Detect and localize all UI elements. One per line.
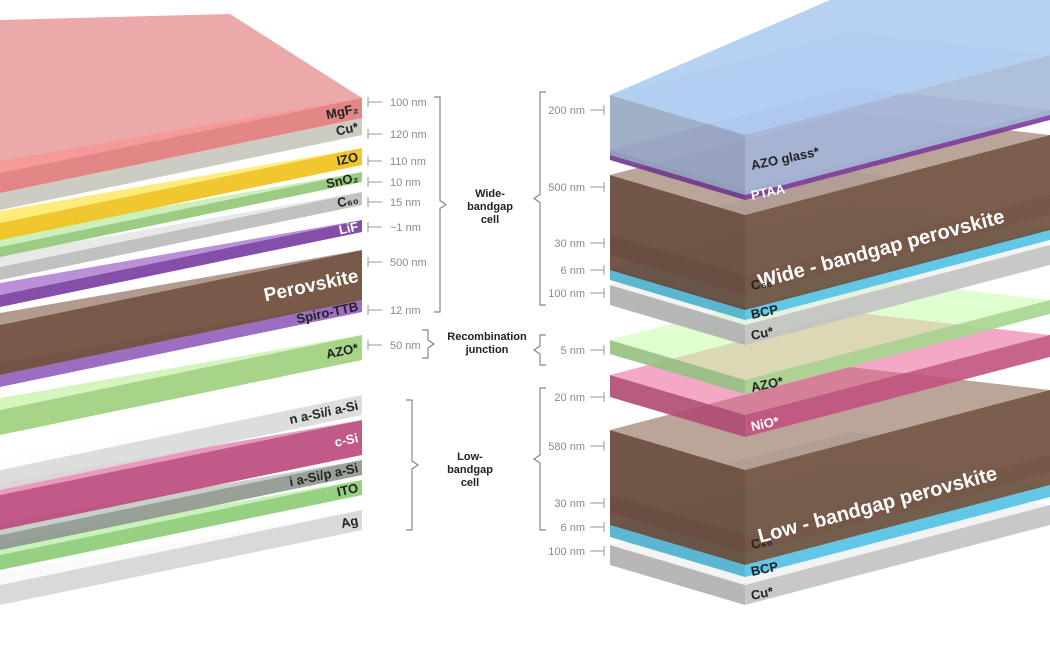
thickness-label: 30 nm [554, 238, 585, 250]
recombination-bracket-right [532, 334, 546, 366]
right-layer-side [745, 485, 1050, 577]
right-layer-label: AZO* [750, 373, 786, 395]
right-layer-front [610, 375, 745, 437]
left-layer-top [0, 395, 362, 470]
wide-cell-bracket-right [532, 91, 546, 306]
wide-bandgap-cell-label: Wide-bandgap cell [467, 188, 513, 226]
left-layer-top [0, 192, 362, 267]
mgf2-top-face [0, 14, 362, 173]
left-layer [0, 335, 362, 435]
right-layer-side [745, 228, 1050, 320]
left-layer [0, 98, 362, 193]
thickness-label: 200 nm [548, 105, 585, 117]
left-layer-top [0, 510, 362, 585]
right-layer-front [610, 525, 745, 577]
left-layer-top [0, 480, 362, 555]
recombination-junction-label: Recombination junction [447, 331, 527, 356]
thickness-label: 5 nm [561, 345, 585, 357]
left-layer [0, 118, 362, 210]
right-layer-side [745, 245, 1050, 345]
right-layer-label: BCP [750, 558, 780, 578]
left-layer-label: Ag [339, 513, 359, 531]
thickness-label: 12 nm [390, 305, 421, 317]
thickness-label: 110 nm [390, 156, 426, 168]
right-layer-top [610, 367, 1050, 470]
right-layer-front [610, 95, 745, 195]
left-layer [0, 395, 362, 490]
thickness-label: 6 nm [561, 522, 585, 534]
left-layer-label: MgF₂ [325, 101, 360, 122]
right-layer-side [745, 55, 1050, 195]
left-layer-label: ITO [335, 480, 359, 499]
thickness-label: ~1 nm [390, 222, 421, 234]
left-layer-label: c-Si [333, 430, 359, 450]
right-layer-label: C₆₀ [750, 274, 774, 293]
left-layer-label: SnO₂ [325, 170, 360, 191]
left-layer [0, 172, 362, 257]
right-layer-side [745, 300, 1050, 394]
right-layer-front [610, 175, 745, 310]
thickness-label: 30 nm [554, 498, 585, 510]
left-layer-top [0, 98, 362, 173]
left-layer [0, 220, 362, 307]
left-layer-label: IZO [335, 149, 359, 168]
thickness-label: 100 nm [390, 97, 427, 109]
thickness-label: 580 nm [548, 441, 585, 453]
thickness-label: 100 nm [548, 546, 585, 558]
left-layer [0, 460, 362, 550]
left-layer-label: AZO* [325, 340, 361, 362]
left-layer-label: Cu* [335, 119, 361, 139]
thickness-label: 6 nm [561, 265, 585, 277]
left-layer-label: LiF [337, 219, 359, 238]
right-layer-side [745, 135, 1050, 310]
low-bandgap-cell-label: Low-bandgap cell [447, 451, 493, 489]
thickness-label: 10 nm [390, 177, 421, 189]
left-layer-top [0, 420, 362, 495]
thickness-label: 500 nm [548, 182, 585, 194]
left-layer-label: C₆₀ [336, 191, 360, 210]
right-layer-label: BCP [750, 301, 780, 321]
left-layer [0, 480, 362, 570]
azo-glass-top-face [610, 0, 1050, 135]
left-layer [0, 250, 362, 375]
wide-cell-bracket-left [434, 96, 448, 313]
right-layer-front [610, 545, 745, 605]
right-layer-side [745, 505, 1050, 605]
left-layer-top [0, 460, 362, 535]
thickness-label: 15 nm [390, 197, 421, 209]
right-layer-front [610, 285, 745, 345]
left-layer-top [0, 148, 362, 223]
right-layer-label: C₆₀ [750, 533, 774, 552]
right-layer-top [610, 277, 1050, 380]
low-cell-bracket-right [532, 387, 546, 531]
right-layer-label: NiO* [750, 413, 782, 434]
left-layer-top [0, 335, 362, 410]
thickness-label: 50 nm [390, 340, 421, 352]
thickness-label: 20 nm [554, 392, 585, 404]
left-layer [0, 300, 362, 387]
thickness-label: 500 nm [390, 257, 427, 269]
right-layer-front [610, 430, 745, 565]
left-layer [0, 420, 362, 530]
low-cell-bracket [406, 399, 420, 531]
left-layer [0, 192, 362, 280]
left-layer-top [0, 220, 362, 295]
right-layer-label: Cu* [750, 323, 776, 343]
left-layer-top [0, 250, 362, 325]
right-layer-side [745, 335, 1050, 437]
right-layer-label: PTAA [750, 181, 787, 203]
recombination-bracket-left [422, 329, 436, 359]
left-layer [0, 148, 362, 240]
left-layer-top [0, 172, 362, 247]
left-layer [0, 510, 362, 605]
right-layer-front [610, 268, 745, 320]
right-layer-front [610, 340, 745, 394]
thickness-label: 100 nm [548, 288, 585, 300]
thickness-label: 120 nm [390, 129, 427, 141]
right-layer-side [745, 390, 1050, 565]
right-layer-label: Cu* [750, 583, 776, 603]
